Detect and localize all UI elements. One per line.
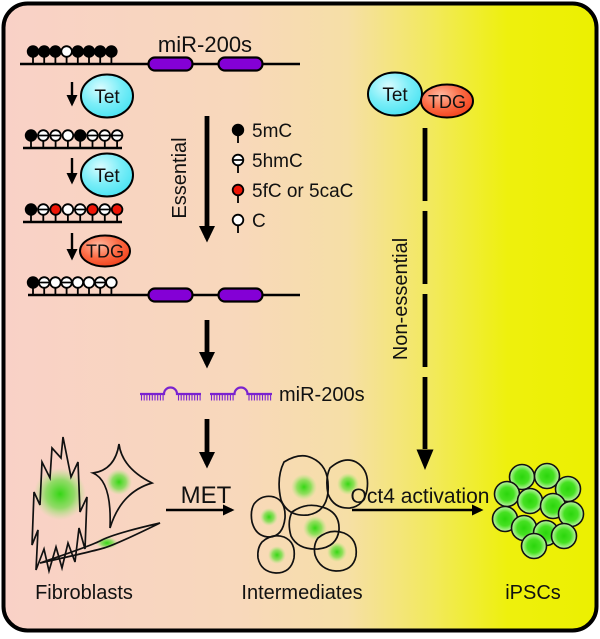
legend-label-C: C [252,211,266,232]
legend-symbol-5fC_5caC [231,183,245,203]
methylation-mark-5mC [24,129,38,142]
ipsc-cell [557,500,585,528]
methylation-mark-5mC [26,276,40,289]
intermediate-cells [250,454,369,574]
methylation-mark-5mC [105,45,118,58]
intermediates-label: Intermediates [241,582,362,604]
methylation-mark-5fC_5caC [49,203,62,216]
dna-row-2 [23,129,124,150]
dna-row-2-marks [24,129,124,148]
tet-label: Tet [382,85,408,106]
non-essential-label: Non-essential [390,238,412,360]
mirna-hairpins [140,386,272,401]
methylation-mark-5mC [231,123,245,137]
fibroblast-cell-star [89,443,155,529]
methylation-mark-5fC_5caC [231,183,245,197]
oct4-activation-label: Oct4 activation [351,485,490,508]
tdg-label: TDG [428,92,466,112]
mirna-hairpin [210,386,272,401]
gene-box [147,287,194,303]
fibroblasts-label: Fibroblasts [35,582,133,604]
non-essential-arrowhead [416,449,434,470]
ipsc-cell [493,480,521,508]
met-label: MET [181,482,232,509]
tdg-label: TDG [86,242,124,262]
methylation-mark-C [82,276,96,289]
legend-symbol-5hmC [231,153,245,173]
gene-box [217,56,264,72]
fibroblast-cells [31,436,161,575]
methylation-mark-5mC [38,45,51,58]
mirna-hairpin [140,386,201,401]
methylation-mark-C [71,276,85,289]
intermediate-cell [288,504,340,550]
methylation-mark-5mC [71,45,85,58]
methylation-mark-5fC_5caC [86,203,99,216]
essential-label: Essential [169,137,191,218]
tet-label: Tet [94,87,120,108]
tdg-enzyme-right: TDG [420,83,474,119]
ipsc-cell [533,462,561,490]
legend-label-5hmC: 5hmC [252,151,303,172]
methylation-mark-5mC [49,45,62,58]
methylation-mark-C [105,276,118,289]
gene-box [217,287,264,303]
methylation-mark-5mC [73,129,87,142]
dna-row-3-marks [24,203,124,222]
methylation-mark-C [61,203,75,216]
ipsc-cell [550,522,578,550]
dna-row-4 [26,276,300,303]
legend-label-5mC: 5mC [252,121,292,142]
fibroblast-nucleus-glow [106,469,132,495]
methylation-mark-5mC [93,45,107,58]
legend-symbol-5mC [231,123,245,143]
tet-label: Tet [94,166,120,187]
dna-row-4-marks [26,276,118,295]
fibroblast-nucleus-glow [34,468,86,520]
methylation-mark-5mC [24,203,38,216]
fibroblast-cell-spindle [39,522,161,564]
tet-enzyme-1: Tet [80,73,134,119]
mirna-label: miR-200s [279,384,365,406]
ipscs-label: iPSCs [505,582,561,604]
methylation-mark-5fC_5caC [110,203,124,216]
ipsc-cell [516,487,544,515]
ipsc-cell [520,532,548,560]
gene-locus-title: miR-200s [158,32,252,57]
legend-symbol-C [231,213,245,233]
fibroblast-cell-jagged [31,436,88,575]
gene-box [147,56,194,72]
intermediate-cell [256,534,296,574]
legend-label-5fC-5caC: 5fC or 5caC [252,181,353,202]
methylation-legend: 5mC 5hmC 5fC or 5caC C [231,121,353,233]
methylation-mark-C [49,276,62,289]
intermediate-cell [250,495,286,538]
methylation-mark-C [231,213,245,227]
dna-row-1 [20,45,300,72]
dna-row-3 [23,203,124,224]
intermediate-cell [313,530,358,572]
intermediate-cell [326,459,369,509]
tet-enzyme-right: Tet [367,71,423,117]
tet-enzyme-2: Tet [80,152,134,198]
ipsc-colony [491,462,585,560]
legend-symbols [231,123,245,233]
methylation-mark-C [61,129,75,142]
dna-row-1-marks [26,45,118,64]
methylation-mark-5mC [26,45,40,58]
tdg-enzyme-1: TDG [79,234,131,268]
methylation-mark-C [60,45,73,58]
methylation-mark-5mC [82,45,96,58]
